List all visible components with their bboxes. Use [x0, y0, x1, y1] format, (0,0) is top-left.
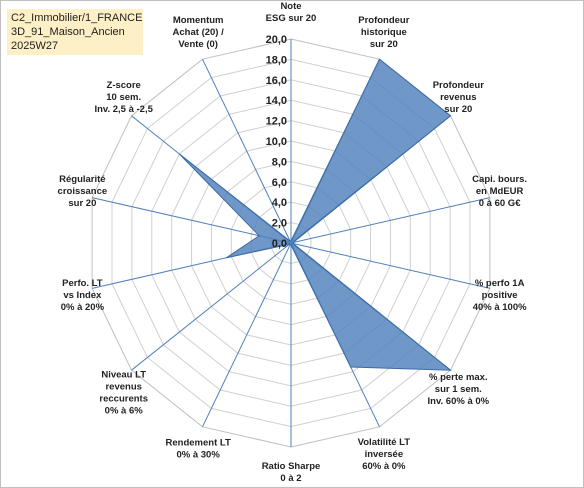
axis-label-13-line-1: Z-score: [107, 80, 141, 91]
axis-label-10-line-3: reccurents: [99, 394, 148, 405]
axis-label-14-line-1: Momentum: [173, 15, 224, 26]
tick-label-10: 20,0: [266, 34, 287, 46]
axis-label-12-line-2: croissance: [58, 186, 108, 197]
axis-label-8-line-1: Ratio Sharpe: [262, 461, 321, 472]
spoke-4: [290, 197, 491, 244]
axis-label-4-line-2: en MdEUR: [476, 186, 524, 197]
axis-label-13-line-2: 10 sem.: [106, 92, 141, 103]
axis-label-14-line-3: Vente (0): [178, 39, 218, 50]
tick-label-0: 0,0: [272, 238, 287, 250]
axis-label-7-line-1: Volatilité LT: [358, 437, 411, 448]
axis-label-2-line-3: sur 20: [370, 39, 398, 50]
tick-label-1: 2,0: [272, 218, 287, 230]
axis-label-9-line-2: 0% à 30%: [176, 449, 220, 460]
axis-label-10-line-4: 0% à 6%: [105, 406, 144, 417]
axis-label-13-line-3: Inv. 2,5 à -2,5: [94, 104, 153, 115]
axis-label-12-line-3: sur 20: [68, 198, 96, 209]
axis-label-3-line-3: sur 20: [444, 104, 472, 115]
axis-label-3-line-2: revenus: [440, 92, 476, 103]
axis-label-1-line-2: ESG sur 20: [266, 13, 317, 24]
title-line-1: C2_Immobilier/1_FRANCE: [11, 12, 143, 24]
axis-label-7-line-3: 60% à 0%: [362, 461, 406, 472]
axis-label-5-line-3: 40% à 100%: [473, 302, 527, 313]
axis-label-10-line-2: revenus: [105, 382, 141, 393]
axis-label-2-line-1: Profondeur: [358, 15, 409, 26]
axis-label-4-line-1: Capi. bours.: [472, 174, 527, 185]
spoke-5: [290, 242, 491, 289]
tick-label-9: 18,0: [266, 54, 287, 66]
tick-layer: 0,0 2,0 4,0 6,0 8,0 10,0 12,0 14,0 16,0 18,0 20,0: [266, 34, 287, 250]
axis-label-5-line-1: % perfo 1A: [475, 278, 525, 289]
axis-label-11-line-3: 0% à 20%: [61, 302, 105, 313]
axis-label-2-line-2: historique: [361, 27, 407, 38]
tick-label-4: 8,0: [272, 156, 287, 168]
axis-label-3-line-1: Profondeur: [433, 80, 484, 91]
spoke-10: [131, 242, 292, 371]
axis-label-8-line-2: 0 à 2: [280, 473, 301, 484]
axis-label-9-line-1: Rendement LT: [166, 437, 231, 448]
axis-label-9: Rendement LT0% à 30%: [166, 437, 231, 460]
tick-label-5: 10,0: [266, 136, 287, 148]
axis-label-4-line-3: 0 à 60 G€: [479, 198, 521, 209]
tick-label-7: 14,0: [266, 95, 287, 107]
axis-label-11-line-2: vs Index: [63, 290, 102, 301]
axis-label-6-line-1: % perte max.: [429, 372, 488, 383]
axis-label-5-line-2: positive: [482, 290, 518, 301]
tick-label-6: 12,0: [266, 116, 287, 128]
spoke-12: [91, 197, 292, 244]
spoke-9: [202, 242, 292, 428]
title-line-2: 3D_91_Maison_Ancien: [11, 26, 125, 38]
tick-label-3: 6,0: [272, 177, 287, 189]
spoke-14: [202, 58, 292, 244]
title-line-3: 2025W27: [11, 40, 59, 52]
tick-label-2: 4,0: [272, 197, 287, 209]
axis-label-10-line-1: Niveau LT: [101, 370, 146, 381]
tick-label-8: 16,0: [266, 75, 287, 87]
axis-label-14-line-2: Achat (20) /: [173, 27, 225, 38]
axis-label-12-line-1: Régularité: [59, 174, 105, 185]
series-layer: [178, 58, 452, 371]
axis-label-6-line-3: Inv. 60% à 0%: [428, 396, 490, 407]
series-area: [178, 58, 452, 371]
axis-label-6-line-2: sur 1 sem.: [435, 384, 482, 395]
axis-label-11-line-1: Perfo. LT: [62, 278, 103, 289]
axis-label-6: % perte max.sur 1 sem.Inv. 60% à 0%: [428, 372, 490, 407]
chart-title-box: C2_Immobilier/1_FRANCE 3D_91_Maison_Anci…: [7, 9, 143, 55]
axis-label-1-line-1: Note: [280, 1, 301, 12]
axis-label-7-line-2: inversée: [365, 449, 404, 460]
